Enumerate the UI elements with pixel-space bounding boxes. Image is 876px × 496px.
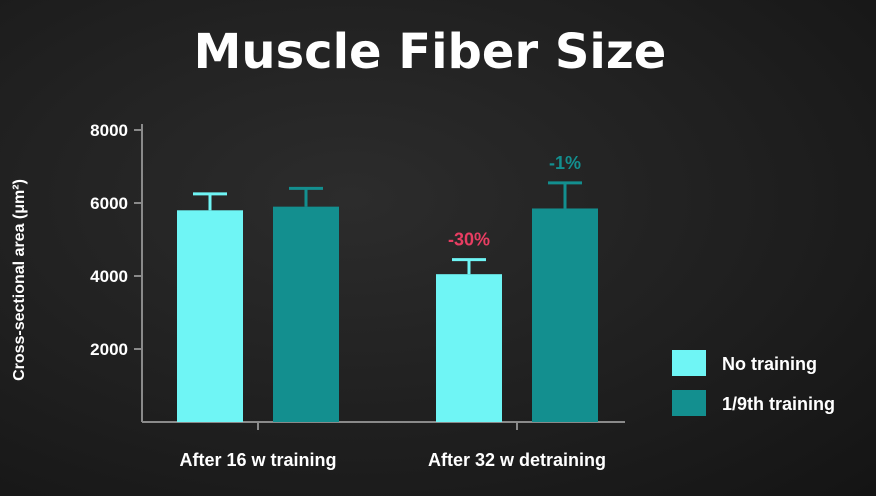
bar xyxy=(177,210,243,422)
y-tick-label: 6000 xyxy=(90,194,128,213)
x-tick-label: After 16 w training xyxy=(179,450,336,470)
plot-area: 2000 4000 6000 8000 After 16 w training After… xyxy=(90,121,625,470)
legend-label: No training xyxy=(722,354,817,374)
bar xyxy=(436,274,502,422)
y-tick-label: 8000 xyxy=(90,121,128,140)
chart-title: Muscle Fiber Size xyxy=(194,24,667,80)
legend-label: 1/9th training xyxy=(722,394,835,414)
y-axis-label: Cross-sectional area (μm²) xyxy=(11,179,28,381)
y-tick-label: 2000 xyxy=(90,340,128,359)
bar-annotation: -1% xyxy=(549,153,581,173)
legend-swatch xyxy=(672,390,706,416)
bar xyxy=(273,206,339,422)
legend: No training 1/9th training xyxy=(672,350,835,416)
y-tick-label: 4000 xyxy=(90,267,128,286)
legend-swatch xyxy=(672,350,706,376)
bar xyxy=(532,208,598,422)
bar-annotation: -30% xyxy=(448,230,490,250)
x-tick-label: After 32 w detraining xyxy=(428,450,606,470)
